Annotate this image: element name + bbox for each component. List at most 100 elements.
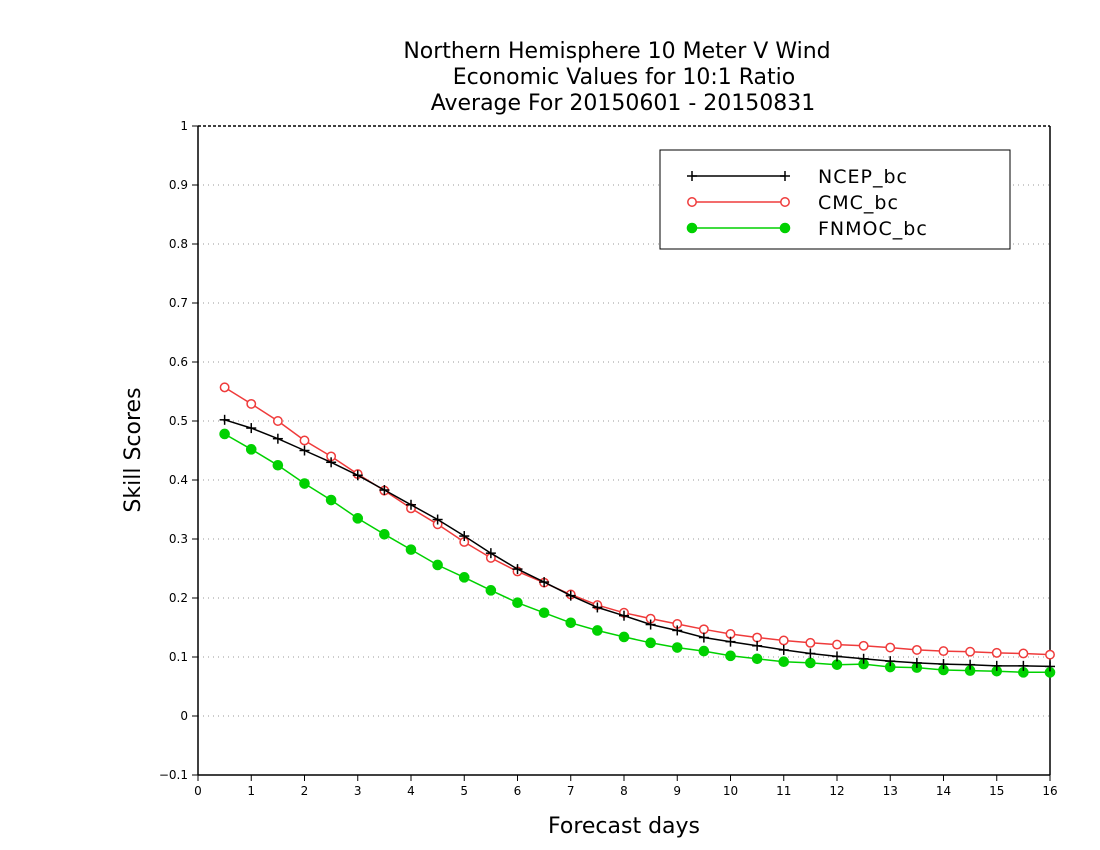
legend-marker [780, 171, 790, 181]
data-point [725, 636, 736, 647]
data-point [885, 656, 896, 667]
x-tick-label: 14 [936, 784, 951, 798]
data-point [991, 647, 1002, 658]
legend-item-cmc-bc: CMC_bc [687, 192, 899, 214]
x-tick-label: 5 [460, 784, 468, 798]
data-point [805, 637, 816, 648]
data-point [459, 531, 470, 542]
data-point [805, 657, 816, 669]
x-tick-label: 7 [567, 784, 575, 798]
legend-marker [779, 222, 791, 234]
data-point [778, 656, 790, 668]
y-tick-label: 1 [180, 119, 188, 133]
series-line [224, 419, 1051, 668]
legend-marker [687, 171, 697, 181]
legend-marker [686, 222, 698, 234]
data-point [751, 653, 763, 665]
grid-lines [198, 184, 1050, 717]
y-tick-label: 0.3 [169, 532, 188, 546]
data-point [432, 559, 443, 571]
data-point [272, 433, 283, 444]
x-tick-label: 13 [883, 784, 898, 798]
data-point [858, 653, 869, 664]
data-point [778, 644, 789, 655]
data-point [219, 382, 230, 393]
x-tick-label: 16 [1042, 784, 1057, 798]
data-point [1045, 649, 1055, 660]
x-tick-label: 6 [514, 784, 522, 798]
data-point [938, 659, 949, 670]
y-tick-label: −0.1 [159, 768, 188, 782]
legend-item-ncep-bc: NCEP_bc [687, 166, 908, 188]
x-tick-label: 0 [194, 784, 202, 798]
data-point [645, 619, 656, 630]
chart-title-line-2: Economic Values for 10:1 Ratio [453, 65, 795, 90]
series-ncep-bc [219, 414, 1055, 672]
x-axis-label: Forecast days [548, 814, 700, 839]
data-point [565, 590, 576, 601]
data-point [299, 445, 310, 456]
data-point [885, 642, 896, 653]
data-point [698, 624, 709, 635]
legend-label: NCEP_bc [818, 166, 908, 188]
x-tick-label: 11 [776, 784, 791, 798]
x-tick-label: 15 [989, 784, 1004, 798]
y-tick-label: 0.4 [169, 473, 188, 487]
y-tick-label: 0.2 [169, 591, 188, 605]
data-point [432, 514, 443, 525]
data-point [1018, 648, 1029, 659]
x-tick-label: 8 [620, 784, 628, 798]
data-point [618, 631, 630, 643]
x-tick-label: 4 [407, 784, 415, 798]
data-point [245, 444, 257, 455]
data-point [725, 650, 736, 662]
data-point [538, 607, 550, 619]
data-point [485, 548, 496, 559]
y-tick-label: 0.6 [169, 355, 188, 369]
data-point [965, 659, 976, 670]
data-point [1018, 660, 1029, 671]
data-point [325, 494, 337, 506]
data-point [539, 577, 550, 588]
chart-title-line-1: Northern Hemisphere 10 Meter V Wind [403, 39, 830, 64]
y-tick-label: 0.8 [169, 237, 188, 251]
legend-marker [687, 197, 697, 207]
y-tick-label: 0.9 [169, 178, 188, 192]
data-point [379, 485, 390, 496]
data-point [592, 625, 603, 636]
y-tick-label: 0.7 [169, 296, 188, 310]
data-point [458, 572, 470, 583]
data-point [272, 416, 283, 426]
y-tick-label: 0.5 [169, 414, 188, 428]
data-point [698, 645, 710, 657]
data-point [352, 513, 364, 524]
chart-title: Northern Hemisphere 10 Meter V Wind Econ… [403, 39, 830, 116]
data-point [299, 478, 310, 489]
data-point [965, 646, 976, 657]
data-point [565, 617, 577, 629]
data-point [246, 423, 257, 434]
x-tick-label: 1 [247, 784, 255, 798]
legend-item-fnmoc-bc: FNMOC_bc [686, 218, 927, 240]
data-point [592, 602, 603, 613]
series-line [224, 386, 1051, 656]
data-point [778, 635, 789, 646]
x-tick-label: 10 [723, 784, 738, 798]
data-point [911, 644, 922, 655]
x-tick-label: 9 [673, 784, 681, 798]
data-point [645, 637, 656, 649]
data-point [832, 651, 842, 662]
data-point [619, 610, 629, 621]
data-point [805, 648, 816, 659]
x-tick-label: 2 [301, 784, 309, 798]
data-point [326, 457, 337, 468]
data-point [246, 398, 257, 409]
legend: NCEP_bc CMC_bc FNMOC_bc [659, 149, 1011, 250]
legend-label: CMC_bc [818, 192, 899, 214]
data-point [671, 642, 683, 653]
data-point [352, 470, 363, 481]
series-cmc-bc [219, 382, 1055, 660]
chart-title-line-3: Average For 20150601 - 20150831 [431, 91, 816, 116]
data-point [832, 639, 842, 650]
